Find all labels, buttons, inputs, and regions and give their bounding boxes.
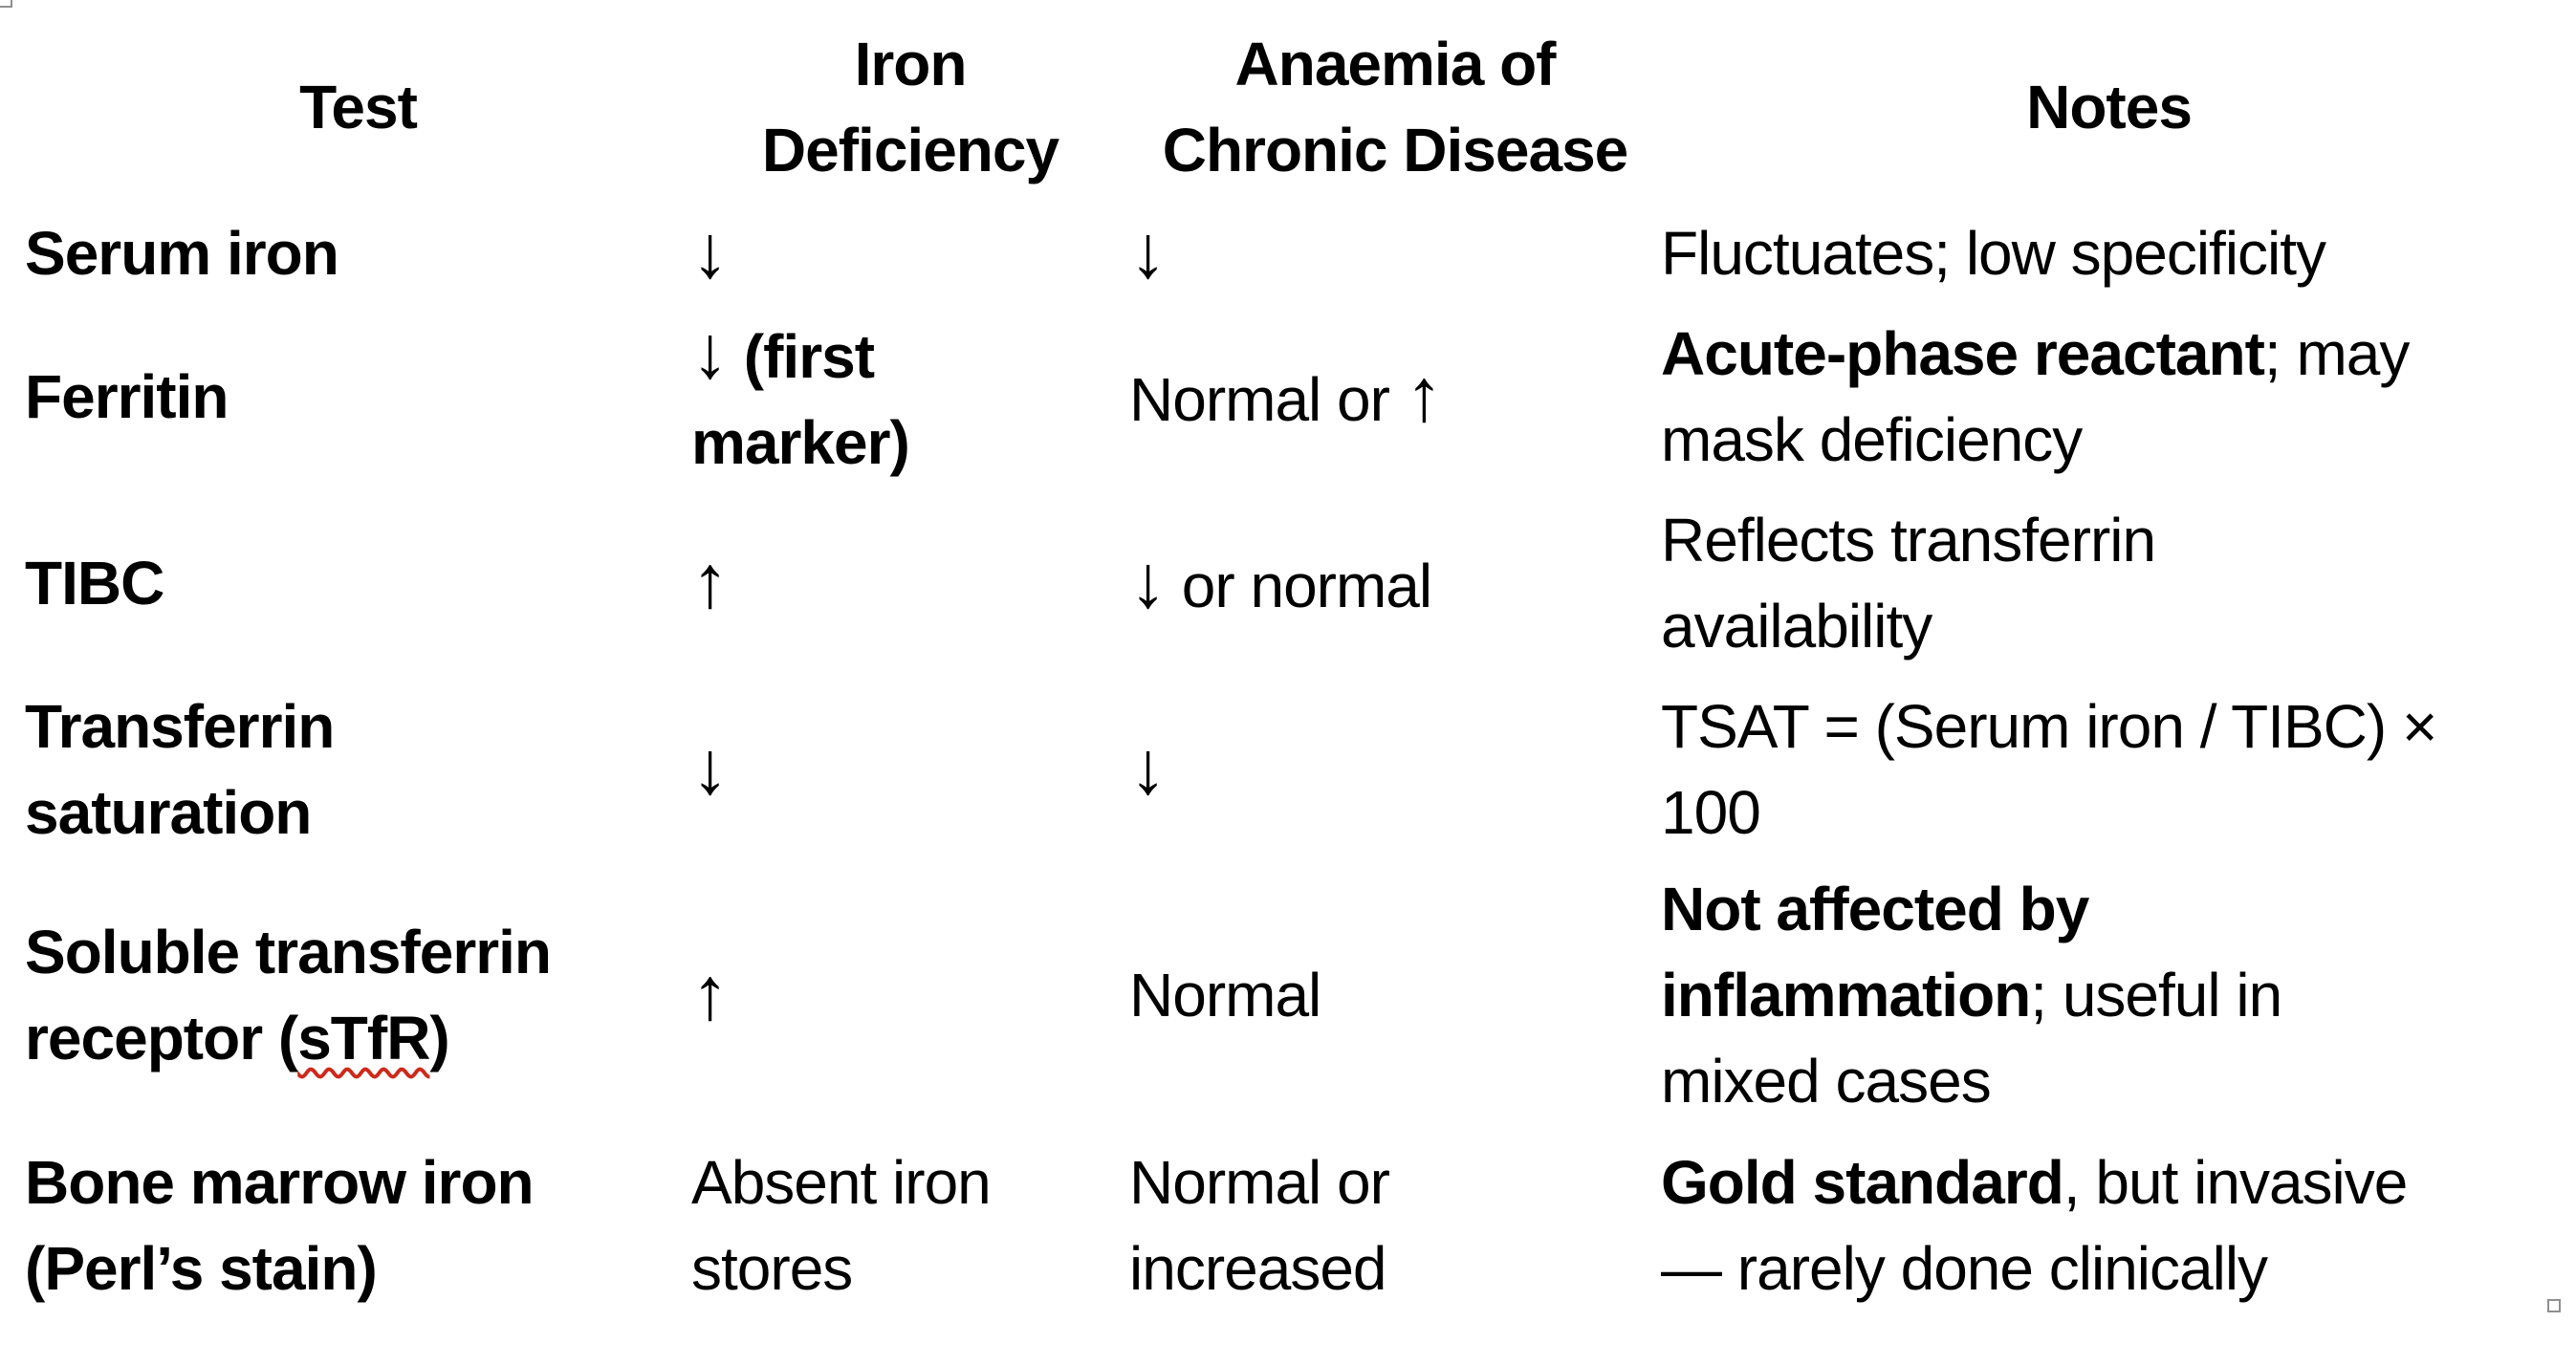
down-arrow-icon: ↓ (691, 208, 729, 293)
test-label: Ferritin (25, 362, 229, 431)
down-arrow-icon: ↓ (1129, 538, 1167, 623)
table-header-row: Test Iron Deficiency Anaemia of Chronic … (25, 13, 2557, 201)
cell-iron-deficiency: Absent iron stores (691, 1130, 1129, 1321)
cell-test: Serum iron (25, 201, 691, 306)
up-arrow-icon: ↑ (691, 538, 729, 623)
comparison-table: Test Iron Deficiency Anaemia of Chronic … (25, 13, 2557, 1321)
down-arrow-icon: ↓ (1129, 208, 1167, 293)
header-label: Test (299, 73, 418, 141)
notes-text: , but invasive — rarely done clinically (1661, 1148, 2408, 1303)
down-arrow-icon: ↓ (1129, 725, 1167, 810)
header-label: Notes (2026, 73, 2193, 141)
cell-notes: TSAT = (Serum iron / TIBC) × 100 (1661, 679, 2557, 860)
test-label: Serum iron (25, 219, 339, 288)
table-row: Bone marrow iron (Perl’s stain) Absent i… (25, 1130, 2557, 1321)
test-label: Bone marrow iron (Perl’s stain) (25, 1148, 535, 1303)
header-iron-deficiency: Iron Deficiency (691, 13, 1129, 201)
cell-test: Transferrin saturation (25, 679, 691, 860)
cell-test: Bone marrow iron (Perl’s stain) (25, 1130, 691, 1321)
up-arrow-icon: ↑ (691, 950, 729, 1035)
cell-notes: Reflects transferrin availability (1661, 488, 2557, 679)
acd-text: Normal or (1129, 364, 1406, 434)
down-arrow-icon: ↓ (691, 725, 729, 810)
cell-test: Soluble transferrin receptor (sTfR) (25, 860, 691, 1130)
header-anaemia-chronic-disease: Anaemia of Chronic Disease (1129, 13, 1661, 201)
cell-test: Ferritin (25, 306, 691, 488)
table-row: Ferritin ↓ (first marker) Normal or ↑ Ac… (25, 306, 2557, 488)
cell-test: TIBC (25, 488, 691, 679)
notes-bold-text: Acute-phase reactant (1661, 319, 2265, 388)
resize-handle-top-left[interactable] (0, 0, 12, 8)
cell-iron-deficiency: ↓ (691, 201, 1129, 306)
header-notes: Notes (1661, 13, 2557, 201)
acd-text: Normal (1129, 961, 1321, 1029)
table-row: Soluble transferrin receptor (sTfR) ↑ No… (25, 860, 2557, 1130)
cell-notes: Acute-phase reactant; may mask deficienc… (1661, 306, 2557, 488)
cell-notes: Gold standard, but invasive — rarely don… (1661, 1130, 2557, 1321)
notes-bold-text: Not affected by inflammation (1661, 875, 2089, 1029)
cell-anaemia-chronic-disease: Normal (1129, 860, 1661, 1130)
down-arrow-icon: ↓ (691, 309, 729, 394)
header-label: Anaemia of Chronic Disease (1162, 30, 1629, 184)
iron-deficiency-text: Absent iron stores (691, 1148, 992, 1303)
table-row: Serum iron ↓ ↓ Fluctuates; low specifici… (25, 201, 2557, 306)
cell-notes: Fluctuates; low specificity (1661, 201, 2557, 306)
cell-iron-deficiency: ↑ (691, 488, 1129, 679)
test-label: Transferrin saturation (25, 692, 335, 847)
cell-iron-deficiency: ↓ (691, 679, 1129, 860)
test-label: Soluble transferrin receptor ( (25, 918, 552, 1072)
notes-bold-text: Gold standard (1661, 1148, 2064, 1217)
resize-handle-bottom-right[interactable] (2547, 1299, 2561, 1312)
cell-iron-deficiency: ↑ (691, 860, 1129, 1130)
cell-notes: Not affected by inflammation; useful in … (1661, 860, 2557, 1130)
test-label: TIBC (25, 549, 164, 618)
acd-text: Normal or increased (1129, 1148, 1390, 1303)
notes-text: ; useful in mixed cases (1661, 961, 2282, 1116)
cell-anaemia-chronic-disease: ↓ (1129, 201, 1661, 306)
header-label: Iron Deficiency (761, 30, 1059, 184)
cell-anaemia-chronic-disease: Normal or increased (1129, 1130, 1661, 1321)
notes-text: Reflects transferrin availability (1661, 506, 2156, 661)
notes-text: ; may mask deficiency (1661, 319, 2410, 474)
misspelled-word: sTfR (297, 1004, 430, 1072)
cell-iron-deficiency: ↓ (first marker) (691, 306, 1129, 488)
table-row: TIBC ↑ ↓ or normal Reflects transferrin … (25, 488, 2557, 679)
cell-anaemia-chronic-disease: ↓ or normal (1129, 488, 1661, 679)
notes-text: TSAT = (Serum iron / TIBC) × 100 (1661, 692, 2437, 847)
table-row: Transferrin saturation ↓ ↓ TSAT = (Serum… (25, 679, 2557, 860)
cell-anaemia-chronic-disease: ↓ (1129, 679, 1661, 860)
up-arrow-icon: ↑ (1405, 352, 1443, 437)
cell-anaemia-chronic-disease: Normal or ↑ (1129, 306, 1661, 488)
test-label: ) (429, 1004, 449, 1072)
iron-deficiency-text: (first marker) (691, 321, 910, 477)
notes-text: Fluctuates; low specificity (1661, 219, 2326, 288)
header-test: Test (25, 13, 691, 201)
acd-text: or normal (1166, 551, 1432, 620)
